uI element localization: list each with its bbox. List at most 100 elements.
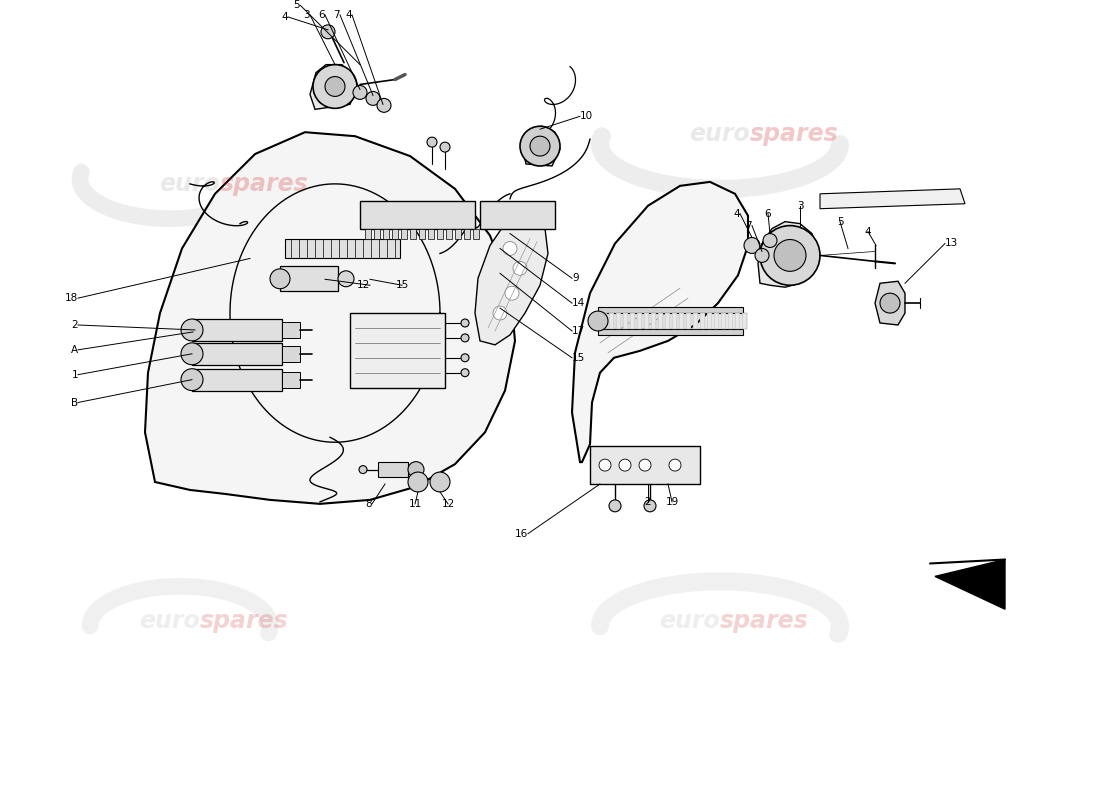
Text: 2: 2	[645, 497, 651, 507]
Text: 5: 5	[837, 217, 844, 226]
Circle shape	[744, 238, 760, 254]
Circle shape	[353, 86, 367, 99]
Bar	[410, 229, 416, 238]
Circle shape	[880, 293, 900, 313]
Circle shape	[513, 262, 527, 275]
Text: 4: 4	[865, 226, 871, 237]
Polygon shape	[874, 282, 905, 325]
Circle shape	[774, 239, 806, 271]
Circle shape	[503, 242, 517, 255]
Circle shape	[427, 137, 437, 147]
Bar	[686, 313, 691, 329]
Bar	[672, 313, 676, 329]
Circle shape	[588, 311, 608, 331]
Circle shape	[182, 319, 204, 341]
Circle shape	[408, 472, 428, 492]
Text: euro: euro	[160, 172, 220, 196]
Polygon shape	[935, 559, 1005, 610]
Circle shape	[321, 25, 336, 38]
Text: spares: spares	[720, 609, 808, 633]
Bar	[282, 372, 300, 387]
Bar	[693, 313, 698, 329]
Bar	[602, 313, 607, 329]
Bar	[378, 462, 408, 477]
Bar	[742, 313, 747, 329]
Text: 15: 15	[395, 280, 408, 290]
Text: 5: 5	[294, 0, 300, 10]
Text: 3: 3	[304, 10, 310, 20]
Circle shape	[338, 271, 354, 286]
Text: 6: 6	[764, 209, 771, 218]
Text: A: A	[70, 345, 78, 355]
Bar	[350, 313, 446, 387]
Bar	[735, 313, 740, 329]
Text: 7: 7	[333, 10, 340, 20]
Bar	[285, 238, 400, 258]
Bar	[480, 201, 556, 229]
Bar	[707, 313, 712, 329]
Polygon shape	[475, 214, 548, 345]
Bar	[637, 313, 642, 329]
Bar	[623, 313, 628, 329]
Circle shape	[669, 459, 681, 471]
Text: 19: 19	[666, 497, 679, 507]
Polygon shape	[820, 189, 965, 209]
Polygon shape	[522, 126, 560, 166]
Circle shape	[644, 500, 656, 512]
Bar	[192, 369, 282, 390]
Bar	[590, 446, 700, 484]
Circle shape	[505, 286, 519, 300]
Text: 16: 16	[515, 529, 528, 538]
Bar	[630, 313, 635, 329]
Text: 17: 17	[572, 326, 585, 336]
Bar	[644, 313, 649, 329]
Text: B: B	[70, 398, 78, 407]
Circle shape	[493, 306, 507, 320]
Bar	[419, 229, 425, 238]
Text: 7: 7	[746, 221, 752, 230]
Bar	[192, 343, 282, 365]
Bar	[374, 229, 379, 238]
Polygon shape	[572, 182, 748, 462]
Bar	[679, 313, 684, 329]
Circle shape	[324, 77, 345, 97]
Bar	[446, 229, 452, 238]
Circle shape	[619, 459, 631, 471]
Circle shape	[270, 269, 290, 289]
Circle shape	[755, 249, 769, 262]
Text: 4: 4	[345, 10, 352, 20]
Circle shape	[440, 142, 450, 152]
Bar	[700, 313, 705, 329]
Circle shape	[461, 369, 469, 377]
Bar	[455, 229, 461, 238]
Bar	[282, 322, 300, 338]
Text: 8: 8	[365, 499, 372, 509]
Bar	[392, 229, 398, 238]
Text: 3: 3	[796, 201, 803, 210]
Circle shape	[182, 343, 204, 365]
Circle shape	[359, 466, 367, 474]
Bar	[365, 229, 371, 238]
Bar	[666, 313, 670, 329]
Bar	[658, 313, 663, 329]
Polygon shape	[145, 132, 515, 504]
Text: spares: spares	[200, 609, 288, 633]
Bar	[383, 229, 389, 238]
Circle shape	[760, 226, 820, 286]
Bar	[616, 313, 622, 329]
Circle shape	[366, 91, 379, 106]
Bar	[609, 313, 614, 329]
Text: 18: 18	[65, 293, 78, 303]
Text: 4: 4	[734, 209, 740, 218]
Text: 10: 10	[580, 111, 593, 122]
Circle shape	[182, 369, 204, 390]
Text: 14: 14	[572, 298, 585, 308]
Text: euro: euro	[140, 609, 200, 633]
Text: 12: 12	[441, 499, 454, 509]
Text: 4: 4	[282, 12, 288, 22]
Text: 9: 9	[572, 274, 579, 283]
Circle shape	[461, 319, 469, 327]
Circle shape	[461, 334, 469, 342]
Circle shape	[609, 500, 622, 512]
Bar	[473, 229, 478, 238]
